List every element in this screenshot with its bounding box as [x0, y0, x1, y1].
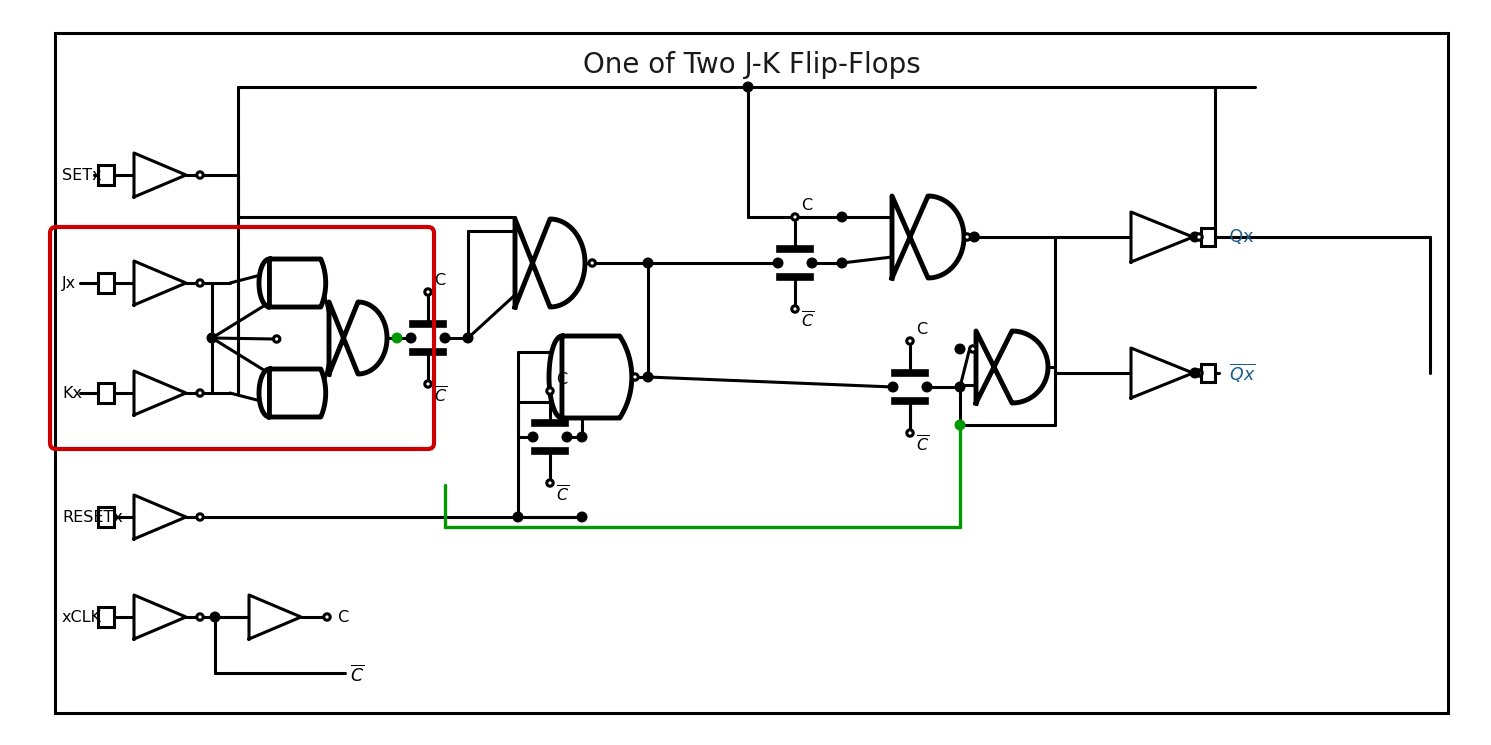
Polygon shape — [259, 259, 325, 307]
Text: $\overline{C}$: $\overline{C}$ — [434, 386, 447, 406]
Text: $\overline{Qx}$: $\overline{Qx}$ — [1224, 361, 1255, 384]
Circle shape — [792, 305, 798, 312]
Text: xCLK: xCLK — [63, 609, 101, 624]
Circle shape — [956, 344, 965, 354]
Circle shape — [273, 336, 280, 342]
Circle shape — [792, 214, 798, 221]
Circle shape — [392, 333, 401, 343]
Polygon shape — [134, 595, 186, 639]
Circle shape — [577, 432, 587, 442]
Polygon shape — [249, 595, 301, 639]
Circle shape — [197, 514, 203, 520]
Polygon shape — [134, 261, 186, 305]
Text: Jx: Jx — [63, 276, 76, 291]
Text: C: C — [556, 372, 567, 387]
Circle shape — [907, 430, 912, 437]
Circle shape — [547, 388, 553, 394]
Circle shape — [965, 234, 971, 240]
Polygon shape — [259, 369, 325, 417]
Circle shape — [632, 374, 638, 380]
Circle shape — [907, 337, 912, 344]
Circle shape — [197, 280, 203, 286]
Circle shape — [207, 333, 216, 343]
Bar — [98, 165, 113, 185]
Text: RESETx: RESETx — [63, 510, 122, 524]
Bar — [98, 507, 113, 527]
Circle shape — [969, 346, 977, 352]
Circle shape — [643, 259, 653, 267]
Circle shape — [197, 172, 203, 178]
Circle shape — [425, 381, 431, 387]
Circle shape — [923, 382, 932, 392]
Circle shape — [562, 432, 573, 442]
Text: $\overline{C}$: $\overline{C}$ — [801, 311, 814, 331]
Circle shape — [324, 614, 330, 620]
Bar — [98, 383, 113, 403]
Text: $\overline{C}$: $\overline{C}$ — [556, 485, 570, 505]
Circle shape — [889, 382, 898, 392]
Circle shape — [210, 612, 219, 622]
Circle shape — [838, 212, 847, 222]
Polygon shape — [892, 196, 965, 278]
Circle shape — [197, 390, 203, 396]
Circle shape — [643, 372, 653, 381]
Circle shape — [1196, 234, 1202, 240]
Bar — [1200, 228, 1215, 246]
Circle shape — [464, 333, 473, 343]
Text: SETx: SETx — [63, 168, 101, 183]
Circle shape — [440, 333, 450, 343]
Text: One of Two J-K Flip-Flops: One of Two J-K Flip-Flops — [583, 51, 921, 79]
Polygon shape — [514, 219, 584, 307]
Text: C: C — [915, 322, 927, 337]
Bar — [98, 607, 113, 627]
Polygon shape — [134, 495, 186, 539]
Polygon shape — [549, 336, 632, 418]
Circle shape — [589, 260, 595, 266]
Circle shape — [528, 432, 538, 442]
Circle shape — [807, 259, 817, 267]
Circle shape — [197, 614, 203, 620]
Bar — [1200, 364, 1215, 382]
Circle shape — [513, 513, 523, 522]
Circle shape — [1190, 368, 1200, 378]
Polygon shape — [134, 153, 186, 197]
Circle shape — [956, 420, 965, 430]
Circle shape — [774, 259, 783, 267]
Bar — [98, 273, 113, 293]
Text: C: C — [332, 609, 349, 624]
Circle shape — [547, 480, 553, 486]
Circle shape — [969, 232, 980, 242]
Circle shape — [425, 289, 431, 295]
Polygon shape — [134, 371, 186, 415]
Circle shape — [406, 333, 416, 343]
Text: Qx: Qx — [1224, 228, 1254, 246]
Circle shape — [577, 513, 587, 522]
Circle shape — [838, 259, 847, 267]
Polygon shape — [1132, 212, 1193, 262]
Text: C: C — [801, 197, 813, 212]
Polygon shape — [330, 302, 388, 374]
Text: Kx: Kx — [63, 385, 82, 401]
Circle shape — [1190, 232, 1200, 242]
Circle shape — [956, 382, 965, 392]
Circle shape — [1196, 370, 1202, 376]
Text: $\overline{C}$: $\overline{C}$ — [915, 435, 929, 455]
Polygon shape — [977, 331, 1048, 403]
Text: C: C — [434, 273, 446, 288]
Polygon shape — [1132, 348, 1193, 398]
Text: $\overline{C}$: $\overline{C}$ — [350, 665, 364, 685]
Circle shape — [743, 82, 753, 92]
